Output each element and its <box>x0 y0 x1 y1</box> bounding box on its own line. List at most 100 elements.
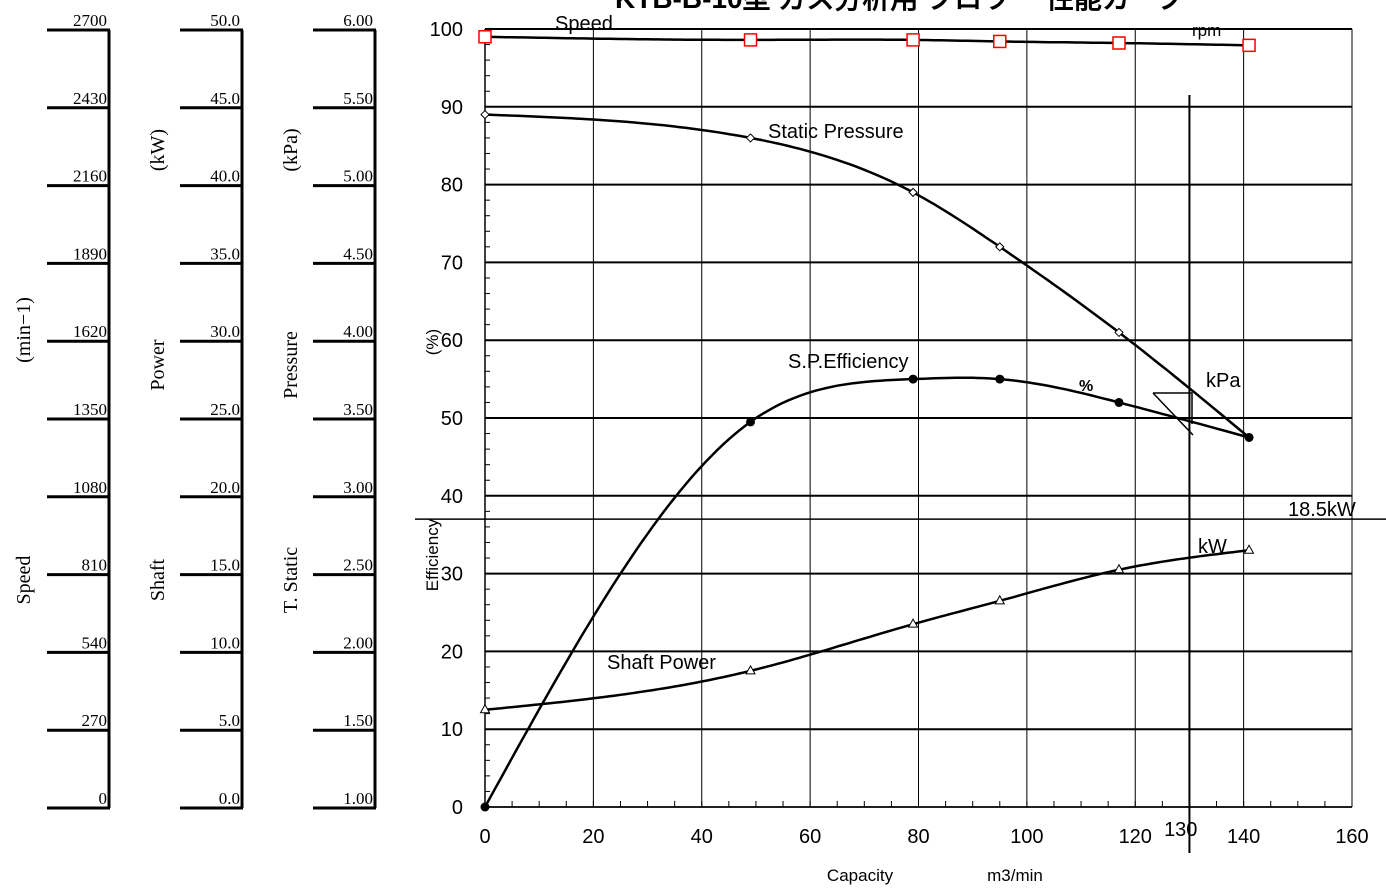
efficiency-marker <box>1114 397 1124 407</box>
left-axis-tick-label: 5.0 <box>219 711 240 730</box>
y-axis-label: Efficiency <box>423 518 442 591</box>
y-axis-unit: (%) <box>423 329 442 355</box>
left-axis-tick-label: 5.00 <box>343 167 373 186</box>
left-axis-tick-label: 5.50 <box>343 89 373 108</box>
speed-marker <box>993 34 1007 49</box>
y-tick-label: 30 <box>441 564 463 586</box>
kw-unit-label: kW <box>1198 536 1227 558</box>
speed-marker <box>478 30 492 44</box>
left-axis-label: Speed <box>13 556 35 605</box>
static-pressure-marker <box>995 242 1005 252</box>
left-axis-tick-label: 45.0 <box>210 89 240 108</box>
efficiency-series-label: S.P.Efficiency <box>788 351 908 373</box>
x-tick-label: 80 <box>907 826 929 848</box>
left-axis-tick-label: 20.0 <box>210 478 240 497</box>
efficiency-marker <box>480 802 490 812</box>
speed-marker <box>1112 36 1126 50</box>
kpa-indicator-diagonal <box>1152 392 1194 436</box>
left-axis-label: Pressure <box>280 331 302 399</box>
shaft-power-marker <box>745 664 756 675</box>
x-tick-label: 40 <box>691 826 713 848</box>
left-axis-tick-label: 3.50 <box>343 400 373 419</box>
kpa-unit-label: kPa <box>1206 370 1241 392</box>
left-axis-tick-label: 6.00 <box>343 11 373 30</box>
left-axis-tick-label: 4.00 <box>343 322 373 341</box>
x-tick-label: 120 <box>1119 826 1152 848</box>
left-axis-tick-label: 1.00 <box>343 789 373 808</box>
left-axis-label: (min−1) <box>13 297 35 363</box>
speed-unit-label: rpm <box>1192 21 1221 40</box>
efficiency-marker <box>1244 432 1254 442</box>
static-pressure-series-label: Static Pressure <box>768 121 904 143</box>
left-axis-tick-label: 2.00 <box>343 633 373 652</box>
efficiency-marker <box>908 374 918 384</box>
left-axis-tick-label: 30.0 <box>210 322 240 341</box>
static-pressure-marker <box>1114 327 1124 338</box>
left-axis-tick-label: 0.0 <box>219 789 240 808</box>
rated-capacity-label: 130 <box>1164 819 1197 841</box>
shaft-power-series-label: Shaft Power <box>607 652 716 674</box>
efficiency-marker <box>995 374 1005 384</box>
left-axis-tick-label: 1890 <box>73 244 107 263</box>
left-axis-tick-label: 2160 <box>73 167 107 186</box>
y-tick-label: 60 <box>441 330 463 352</box>
left-axis-tick-label: 810 <box>82 556 108 575</box>
left-axis-tick-label: 2700 <box>73 11 107 30</box>
series-line-s-p-efficiency <box>483 376 1250 808</box>
left-axis-tick-label: 2430 <box>73 89 107 108</box>
left-axis-tick-label: 25.0 <box>210 400 240 419</box>
x-tick-label: 100 <box>1010 826 1043 848</box>
left-axis-tick-label: 270 <box>82 711 108 730</box>
motor-power-label: 18.5kW <box>1288 499 1356 521</box>
y-tick-label: 50 <box>441 408 463 430</box>
left-axis-label: T. Static <box>280 547 302 613</box>
left-axis-tick-label: 10.0 <box>210 633 240 652</box>
kpa-indicator-mark <box>1153 392 1193 424</box>
left-axis-tick-label: 4.50 <box>343 244 373 263</box>
x-tick-label: 160 <box>1335 826 1368 848</box>
shaft-power-marker <box>907 618 919 628</box>
shaft-power-marker <box>479 703 491 714</box>
y-tick-label: 20 <box>441 641 463 663</box>
x-tick-label: 0 <box>479 826 490 848</box>
left-axis-tick-label: 1.50 <box>343 711 373 730</box>
left-axis-tick-label: 35.0 <box>210 244 240 263</box>
left-axis-tick-label: 2.50 <box>343 556 373 575</box>
x-axis-unit: m3/min <box>987 866 1043 885</box>
left-axis-label: Shaft <box>147 558 169 601</box>
speed-series-label: Speed <box>555 13 613 35</box>
y-tick-label: 40 <box>441 486 463 508</box>
speed-marker <box>906 33 920 47</box>
x-tick-label: 140 <box>1227 826 1260 848</box>
left-axis-label: (kPa) <box>280 128 302 171</box>
percent-unit-label: % <box>1079 378 1093 395</box>
left-axis-tick-label: 1350 <box>73 400 107 419</box>
x-axis-label: Capacity <box>827 866 894 885</box>
speed-marker <box>743 33 758 47</box>
left-axis-tick-label: 3.00 <box>343 478 373 497</box>
y-tick-label: 90 <box>441 97 463 119</box>
left-axis-label: Power <box>147 339 169 390</box>
shaft-power-marker <box>1243 544 1255 554</box>
y-tick-label: 10 <box>441 719 463 741</box>
shaft-power-marker <box>994 594 1006 605</box>
left-axis-tick-label: 0 <box>99 789 108 808</box>
left-axis-label: (kW) <box>147 129 169 171</box>
static-pressure-marker <box>745 133 756 143</box>
y-tick-label: 80 <box>441 175 463 197</box>
static-pressure-marker <box>480 109 490 120</box>
efficiency-marker <box>746 417 756 427</box>
y-tick-label: 70 <box>441 252 463 274</box>
y-tick-label: 100 <box>430 19 463 41</box>
series-line-speed <box>484 35 1250 47</box>
shaft-power-marker <box>1113 563 1125 574</box>
y-tick-label: 0 <box>452 797 463 819</box>
static-pressure-marker <box>908 187 918 198</box>
series-line-static-pressure <box>484 113 1250 439</box>
left-axis-tick-label: 15.0 <box>210 556 240 575</box>
x-tick-label: 20 <box>582 826 604 848</box>
left-axis-tick-label: 40.0 <box>210 167 240 186</box>
left-axis-tick-label: 540 <box>82 633 108 652</box>
chart-title: KTB-B-10型 ガス分析用 ブロワー 性能カーブ <box>615 0 1184 14</box>
